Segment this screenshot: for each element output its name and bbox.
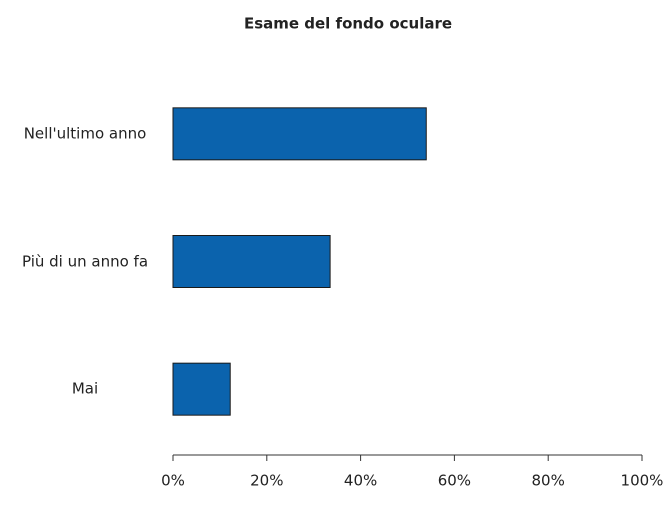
x-tick-label: 20% bbox=[250, 472, 283, 490]
x-tick-label: 0% bbox=[161, 472, 185, 490]
x-tick-label: 80% bbox=[532, 472, 565, 490]
category-label: Nell'ultimo anno bbox=[23, 124, 147, 143]
bar bbox=[172, 235, 331, 288]
x-tick-label: 100% bbox=[621, 472, 664, 490]
chart-title: Esame del fondo oculare bbox=[244, 15, 452, 33]
category-label: Più di un anno fa bbox=[21, 252, 149, 270]
bar bbox=[172, 362, 231, 416]
category-label: Mai bbox=[71, 379, 99, 398]
bar bbox=[172, 107, 427, 161]
x-tick-label: 60% bbox=[438, 472, 471, 490]
x-tick-label: 40% bbox=[344, 472, 377, 490]
